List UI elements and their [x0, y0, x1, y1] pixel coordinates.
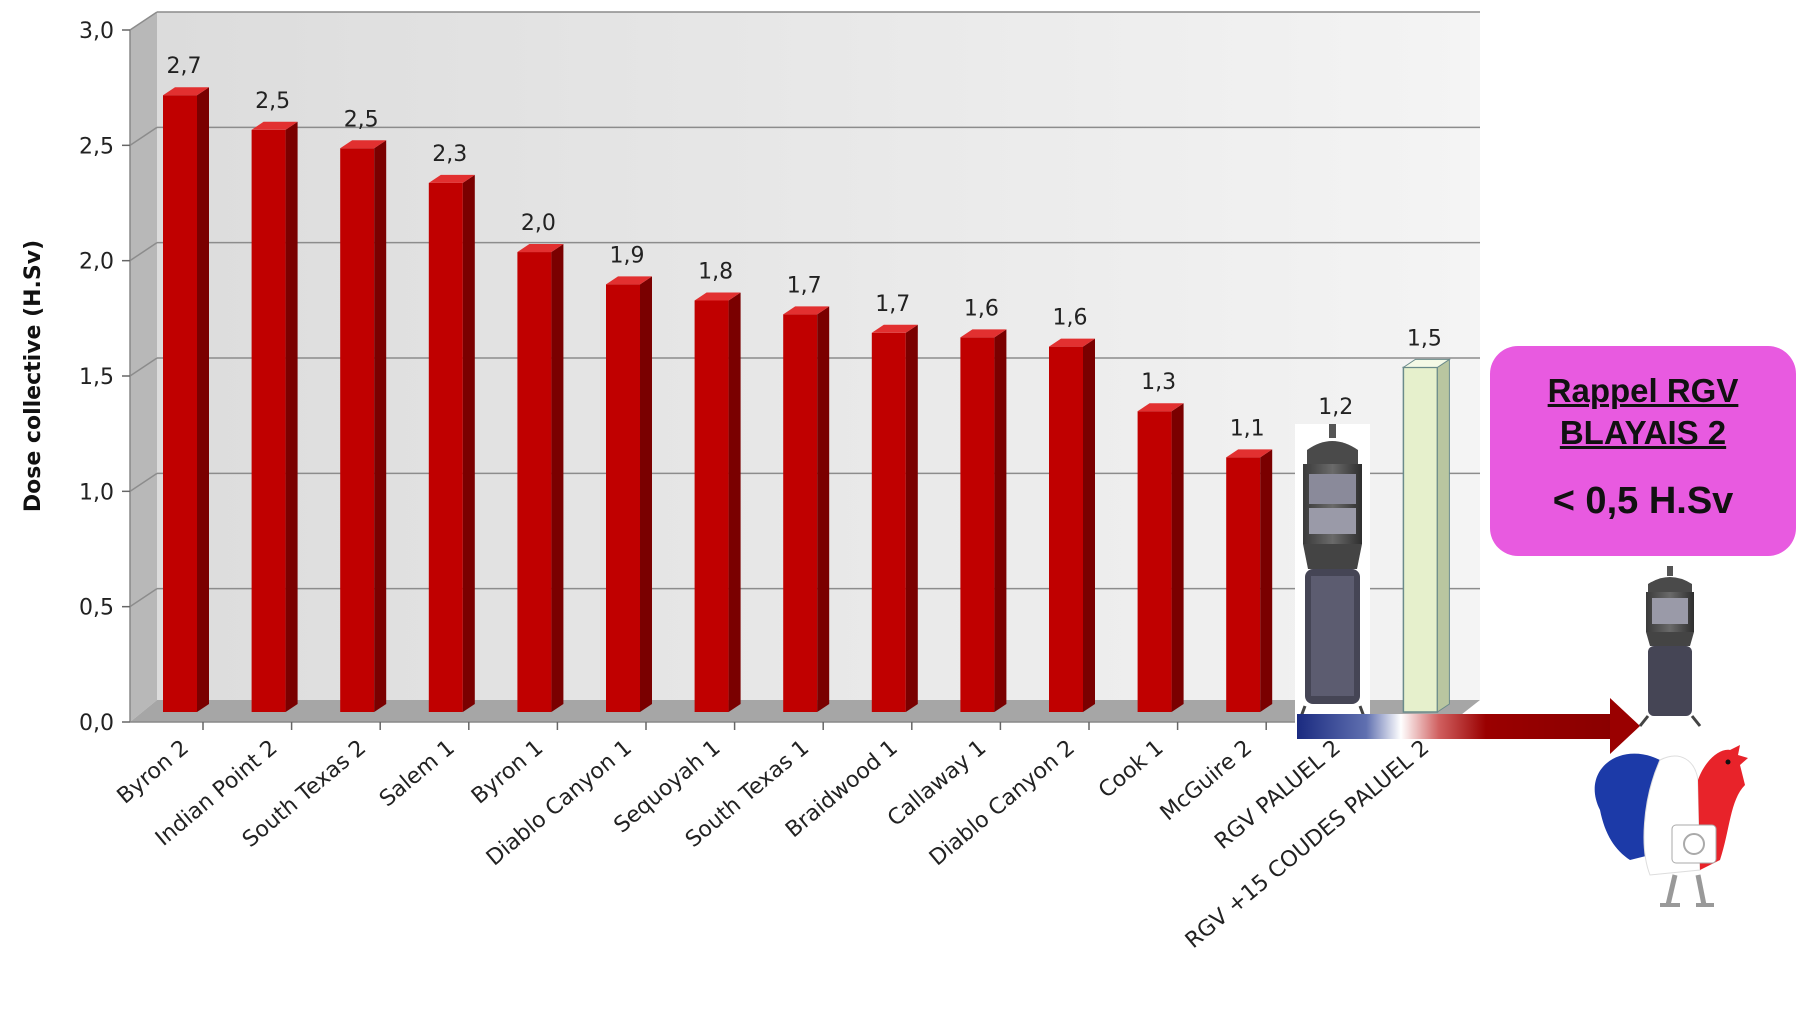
bar [1049, 346, 1083, 712]
bar-side [1171, 403, 1184, 712]
bar-side [551, 244, 564, 712]
bar [1402, 366, 1439, 713]
bar-top [871, 324, 918, 333]
x-tick-label: Salem 1 [375, 735, 460, 812]
bar [163, 95, 197, 712]
y-tick-label: 2,5 [79, 134, 114, 159]
bar [340, 148, 375, 713]
bar [517, 252, 552, 712]
bar-top [1049, 338, 1095, 347]
bar-side [374, 140, 387, 713]
bar-side [197, 87, 209, 712]
bar-side [1260, 449, 1273, 712]
y-axis: 0,0 0,5 1,0 1,5 2,0 2,5 3,0 [79, 19, 1452, 736]
reminder-callout: Rappel RGV BLAYAIS 2 < 0,5 H.Sv [1490, 346, 1796, 556]
bar-top [1137, 403, 1184, 412]
bar-side [905, 324, 918, 712]
x-tick-label: Byron 2 [113, 735, 194, 809]
y-tick-label: 0,5 [79, 596, 114, 621]
steam-generator-image-small [1638, 566, 1702, 727]
bar [428, 182, 463, 712]
callout-line2: BLAYAIS 2 [1559, 414, 1727, 451]
gridline [129, 472, 158, 492]
y-tick-label: 1,5 [79, 365, 114, 390]
data-label: 2,3 [432, 142, 467, 167]
bar-side [1436, 358, 1450, 713]
bar-side [994, 329, 1007, 712]
bar [1226, 457, 1261, 712]
bar-top [340, 140, 387, 149]
bar-side [462, 174, 475, 712]
gridline [129, 357, 158, 377]
bar-side [1083, 338, 1095, 712]
bar-top [1401, 358, 1452, 368]
y-axis-title: Dose collective (H.Sv) [21, 240, 46, 512]
data-label: 1,9 [610, 243, 645, 268]
bar-top [606, 276, 652, 285]
bar-top [163, 87, 209, 96]
bar [871, 332, 906, 712]
x-tick-label: Diablo Canyon 2 [925, 735, 1080, 871]
gridline [129, 126, 158, 146]
bar-top [428, 174, 475, 183]
steam-generator-image [1295, 424, 1370, 724]
data-label: 1,1 [1230, 416, 1265, 441]
data-label: 2,5 [344, 107, 379, 132]
bar [960, 337, 995, 712]
bar-top [1226, 449, 1273, 458]
bar [694, 300, 729, 712]
data-label: 1,7 [875, 292, 910, 317]
x-tick-label: Diablo Canyon 1 [482, 735, 637, 871]
bar-top [783, 306, 830, 315]
bar-side [728, 292, 741, 712]
x-tick-label: Cook 1 [1094, 735, 1168, 803]
data-label: 2,0 [521, 211, 556, 236]
gridline [129, 242, 158, 262]
data-label: 1,8 [698, 259, 733, 284]
bar-side [640, 276, 652, 712]
data-label: 1,2 [1318, 395, 1353, 420]
bar-side [285, 121, 298, 713]
bar-side [817, 306, 830, 712]
bar-top [960, 329, 1007, 338]
x-tick-label: Byron 1 [467, 735, 548, 809]
data-label: 1,6 [964, 296, 999, 321]
tricolor-arrow [1297, 698, 1640, 754]
y-tick-label: 1,0 [79, 480, 114, 505]
bar-top [251, 121, 298, 130]
bar [251, 129, 286, 713]
gridline [129, 588, 158, 608]
bar [1137, 411, 1172, 712]
data-label: 1,5 [1407, 326, 1442, 351]
bar-top [517, 244, 564, 253]
data-label: 1,7 [787, 273, 822, 298]
french-rooster-logo [1594, 745, 1748, 907]
callout-dose-value: < 0,5 H.Sv [1552, 480, 1734, 522]
data-labels: 2,7 2,5 2,5 2,3 2,0 1,9 1,8 1,7 1,7 1,6 1,6 1,3 1,1 1… [167, 54, 1442, 441]
gridline [129, 11, 158, 31]
data-label: 2,5 [255, 89, 290, 114]
data-label: 2,7 [167, 54, 202, 79]
y-tick-label: 0,0 [79, 711, 114, 736]
data-label: 1,6 [1053, 306, 1088, 331]
bars [163, 87, 1452, 713]
data-label: 1,3 [1141, 370, 1176, 395]
bar [606, 284, 640, 712]
y-tick-label: 3,0 [79, 19, 114, 44]
y-tick-label: 2,0 [79, 250, 114, 275]
bar-top [694, 292, 741, 301]
bar [783, 314, 818, 712]
callout-line1: Rappel RGV [1547, 372, 1739, 409]
